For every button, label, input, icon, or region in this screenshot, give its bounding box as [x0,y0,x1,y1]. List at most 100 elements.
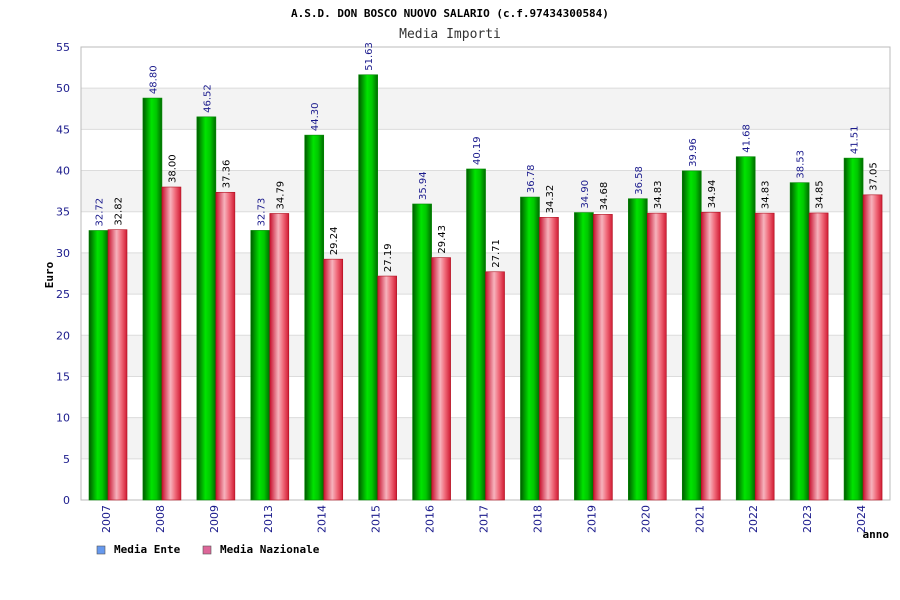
value-label: 29.43 [437,225,448,254]
value-label: 34.68 [599,182,610,211]
x-tick-label: 2023 [801,505,814,533]
x-tick-label: 2017 [478,505,491,533]
x-tick-label: 2021 [693,505,706,533]
y-tick-label: 45 [56,123,70,136]
bar-media-ente-2022 [735,156,756,501]
y-tick-label: 5 [63,453,70,466]
y-tick-label: 50 [56,82,70,95]
x-tick-label: 2019 [585,505,598,533]
bar-media-nazionale-2018 [539,217,559,501]
value-label: 32.73 [256,198,267,227]
x-tick-label: 2015 [370,505,383,533]
bar-media-ente-2017 [466,168,486,501]
x-tick-label: 2016 [424,505,437,533]
bar-media-ente-2023 [789,182,810,501]
value-label: 51.63 [364,42,375,71]
bar-media-nazionale-2009 [215,191,236,501]
bar-media-ente-2015 [358,74,378,501]
value-label: 46.52 [202,84,213,113]
bar-media-nazionale-2022 [754,212,775,501]
x-tick-label: 2013 [262,505,275,533]
value-label: 37.36 [221,160,232,189]
value-labels: 32.72 32.82 48.80 38.00 46.52 37.36 32.73 34.79… [95,42,880,272]
value-label: 32.72 [95,198,106,227]
x-tick-label: 2009 [208,505,221,533]
bar-media-nazionale-2007 [107,229,128,501]
x-tick-label: 2008 [154,505,167,533]
value-label: 48.80 [148,65,159,94]
x-tick-label: 2022 [747,505,760,533]
y-tick-label: 30 [56,247,70,260]
x-axis-label: anno [863,528,890,541]
legend-swatch [96,545,106,555]
value-label: 38.53 [796,150,807,179]
legend: Media Ente Media Nazionale [96,543,320,556]
value-label: 36.58 [634,166,645,195]
bar-media-nazionale-2020 [647,212,667,501]
bar-media-nazionale-2017 [485,271,505,501]
value-label: 36.78 [526,164,537,193]
y-tick-label: 35 [56,206,70,219]
value-label: 34.32 [545,185,556,214]
bar-media-ente-2019 [574,212,594,501]
bar-media-ente-2013 [250,230,271,501]
bars [88,74,883,501]
x-tick-label: 2018 [531,505,544,533]
value-label: 44.30 [310,102,321,131]
y-axis-ticks: 0 5 10 15 20 25 30 35 40 45 50 55 [56,41,70,507]
value-label: 38.00 [167,154,178,183]
y-tick-label: 55 [56,41,70,54]
y-axis-label: Euro [43,261,56,288]
x-tick-label: 2014 [316,505,329,533]
bar-media-nazionale-2024 [862,194,883,501]
bar-media-ente-2007 [88,230,109,501]
value-label: 41.51 [850,125,861,154]
bar-media-ente-2016 [412,203,432,501]
x-tick-label: 2007 [100,505,113,533]
value-label: 34.90 [580,180,591,209]
value-label: 34.83 [761,180,772,209]
bar-media-nazionale-2016 [431,257,451,501]
x-tick-label: 2024 [855,505,868,533]
value-label: 39.96 [688,138,699,167]
bar-media-ente-2018 [520,196,540,501]
bar-media-ente-2024 [843,157,864,501]
bar-media-nazionale-2013 [269,213,290,501]
value-label: 27.19 [383,243,394,272]
bar-media-ente-2021 [681,170,702,501]
value-label: 35.94 [418,171,429,200]
bar-media-ente-2009 [196,116,217,501]
y-tick-label: 40 [56,165,70,178]
value-label: 34.94 [707,180,718,209]
x-tick-label: 2020 [639,505,652,533]
legend-label: Media Nazionale [220,543,320,556]
legend-swatch [202,545,212,555]
chart-title: A.S.D. DON BOSCO NUOVO SALARIO (c.f.9743… [291,7,609,20]
value-label: 27.71 [491,239,502,268]
bar-media-nazionale-2021 [700,211,721,501]
value-label: 37.05 [869,162,880,191]
value-label: 32.82 [114,197,125,226]
y-tick-label: 20 [56,329,70,342]
y-tick-label: 10 [56,412,70,425]
y-tick-label: 15 [56,370,70,383]
value-label: 34.85 [815,180,826,209]
value-label: 34.83 [653,180,664,209]
bar-media-nazionale-2023 [808,212,829,501]
bar-media-nazionale-2019 [593,214,613,501]
value-label: 41.68 [742,124,753,153]
y-tick-label: 25 [56,288,70,301]
bar-media-nazionale-2015 [377,275,397,501]
value-label: 29.24 [329,227,340,256]
bar-media-ente-2008 [142,97,163,501]
y-tick-label: 0 [63,494,70,507]
bar-media-ente-2020 [628,198,648,501]
bar-media-nazionale-2014 [323,258,344,501]
bar-media-ente-2014 [304,134,325,501]
value-label: 40.19 [472,136,483,165]
value-label: 34.79 [275,181,286,210]
x-axis-ticks: 2007 2008 2009 2013 2014 2015 2016 2017 2018 2019… [100,505,868,533]
legend-label: Media Ente [114,543,181,556]
chart-subtitle: Media Importi [399,27,501,42]
